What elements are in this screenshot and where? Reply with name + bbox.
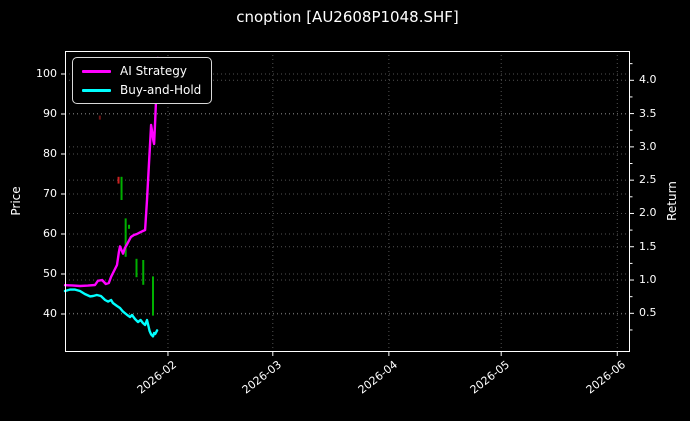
y-tick-label-return: 1.0 <box>639 273 657 287</box>
y-axis-label-return: Return <box>665 181 679 221</box>
legend: AI Strategy Buy-and-Hold <box>72 57 213 104</box>
plot-area: AI Strategy Buy-and-Hold <box>61 51 634 356</box>
legend-item-buy-and-hold: Buy-and-Hold <box>82 83 201 97</box>
legend-swatch-buy-and-hold <box>82 88 111 92</box>
y-tick-label-return: 3.5 <box>639 106 657 120</box>
x-tick-label: 2026-04 <box>355 358 400 397</box>
x-tick-label: 2026-02 <box>134 358 179 397</box>
y-tick-label-price: 50 <box>43 267 57 280</box>
y-tick-label-return: 1.5 <box>639 239 657 253</box>
chart-title: cnoption [AU2608P1048.SHF] <box>236 8 459 26</box>
x-tick-label: 2026-05 <box>467 358 513 397</box>
legend-swatch-ai-strategy <box>82 69 111 73</box>
y-tick-label-price: 90 <box>43 107 57 120</box>
x-tick-label: 2026-06 <box>584 358 629 397</box>
chart-canvas <box>61 51 634 356</box>
y-tick-label-return: 0.5 <box>639 306 657 320</box>
y-tick-label-return: 2.0 <box>639 206 657 220</box>
legend-item-ai-strategy: AI Strategy <box>82 64 201 78</box>
legend-label-ai-strategy: AI Strategy <box>120 64 187 78</box>
y-axis-label-price: Price <box>9 186 23 216</box>
y-tick-label-return: 2.5 <box>639 173 657 187</box>
y-tick-label-price: 80 <box>43 147 57 160</box>
legend-label-buy-and-hold: Buy-and-Hold <box>120 83 202 97</box>
y-tick-label-return: 3.0 <box>639 139 657 153</box>
y-tick-label-return: 4.0 <box>639 73 657 87</box>
x-tick-label: 2026-03 <box>239 358 284 397</box>
y-tick-label-price: 40 <box>43 307 57 320</box>
y-tick-label-price: 70 <box>43 187 57 200</box>
y-tick-label-price: 60 <box>43 227 57 240</box>
y-tick-label-price: 100 <box>36 67 57 80</box>
